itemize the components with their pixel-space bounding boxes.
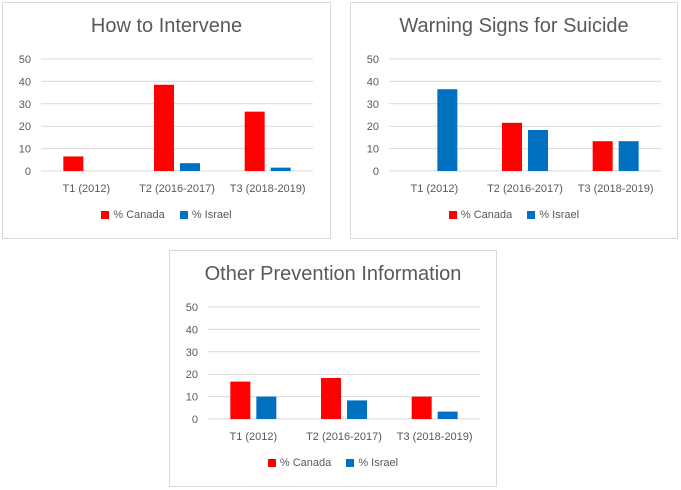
chart-warning-signs: Warning Signs for Suicide 0 10 20 30 40 50 T1 … <box>350 2 678 239</box>
x-tick-label: T1 (2012) <box>62 183 110 195</box>
bar-israel-3 <box>270 167 291 171</box>
x-tick-label: T2 (2016-2017) <box>487 183 563 195</box>
legend-swatch-israel <box>346 459 355 467</box>
y-tick-label: 50 <box>367 54 379 66</box>
bar-canada-1 <box>63 156 84 171</box>
legend-swatch-israel <box>527 211 536 219</box>
y-tick-label: 30 <box>19 99 31 111</box>
y-tick-label: 20 <box>19 121 31 133</box>
chart-other-prevention: Other Prevention Information 0 10 20 30 40 50… <box>169 250 497 487</box>
bar-canada-3 <box>411 396 432 419</box>
y-tick-label: 30 <box>186 347 198 359</box>
legend-label-israel: % Israel <box>358 457 399 469</box>
y-tick-label: 50 <box>186 302 198 314</box>
legend: % Canada % Israel <box>3 209 330 221</box>
legend-item-canada: % Canada <box>267 457 332 469</box>
x-tick-label: T3 (2018-2019) <box>578 183 654 195</box>
legend-label-israel: % Israel <box>539 209 580 221</box>
bar-israel-2 <box>528 130 548 171</box>
bar-canada-3 <box>592 141 613 171</box>
bar-canada-2 <box>321 378 341 419</box>
bar-canada-1 <box>230 381 251 419</box>
legend-label-canada: % Canada <box>460 209 513 221</box>
legend-swatch-canada <box>448 211 457 219</box>
x-tick-label: T1 (2012) <box>410 183 458 195</box>
bar-israel-2 <box>347 400 367 419</box>
x-tick-label: T3 (2018-2019) <box>230 183 306 195</box>
chart-title: Warning Signs for Suicide <box>399 15 629 37</box>
bar-canada-3 <box>244 111 265 171</box>
chart-title: Other Prevention Information <box>204 263 462 285</box>
bar-israel-1 <box>256 396 277 419</box>
bar-plot: 0 10 20 30 40 50 T1 (2012) T2 (2016-2017) T3 (20… <box>367 54 661 195</box>
legend-swatch-israel <box>179 211 188 219</box>
bar-plot: 0 10 20 30 40 50 T1 (2012) T2 (2016-2017) T3 (20… <box>186 302 480 443</box>
legend-item-israel: % Israel <box>527 209 579 221</box>
x-tick-label: T3 (2018-2019) <box>397 431 473 443</box>
legend-item-israel: % Israel <box>346 457 398 469</box>
legend: % Canada % Israel <box>170 457 496 469</box>
chart-how-to-intervene: How to Intervene 0 10 20 30 40 50 T1 (2012) T2 … <box>2 2 331 239</box>
legend-item-israel: % Israel <box>179 209 232 221</box>
bar-israel-2 <box>180 163 200 171</box>
bar-canada-2 <box>502 122 522 171</box>
y-tick-label: 40 <box>186 324 198 336</box>
y-tick-label: 0 <box>25 166 31 178</box>
bar-israel-3 <box>618 141 639 171</box>
y-tick-label: 20 <box>367 121 379 133</box>
y-tick-label: 10 <box>19 144 31 156</box>
y-tick-label: 0 <box>373 166 379 178</box>
bar-plot: 0 10 20 30 40 50 T1 (2012) T2 (2016-2017) T3 (20… <box>19 54 313 195</box>
bar-canada-2 <box>154 84 174 171</box>
legend-label-israel: % Israel <box>191 209 232 221</box>
y-tick-label: 10 <box>186 392 198 404</box>
legend-swatch-canada <box>101 211 110 219</box>
legend-swatch-canada <box>267 459 276 467</box>
y-tick-label: 20 <box>186 369 198 381</box>
y-tick-label: 0 <box>192 414 198 426</box>
y-tick-label: 40 <box>19 76 31 88</box>
legend-label-canada: % Canada <box>279 457 332 469</box>
legend-item-canada: % Canada <box>448 209 513 221</box>
bar-israel-3 <box>437 411 458 419</box>
x-tick-label: T1 (2012) <box>229 431 277 443</box>
legend-label-canada: % Canada <box>113 209 165 221</box>
x-tick-label: T2 (2016-2017) <box>306 431 382 443</box>
chart-title: How to Intervene <box>90 15 243 37</box>
y-tick-label: 10 <box>367 144 379 156</box>
x-tick-label: T2 (2016-2017) <box>139 183 215 195</box>
legend-item-canada: % Canada <box>101 209 165 221</box>
y-tick-label: 50 <box>19 54 31 66</box>
y-tick-label: 30 <box>367 99 379 111</box>
bar-israel-1 <box>437 89 458 171</box>
y-tick-label: 40 <box>367 76 379 88</box>
legend: % Canada % Israel <box>351 209 677 221</box>
